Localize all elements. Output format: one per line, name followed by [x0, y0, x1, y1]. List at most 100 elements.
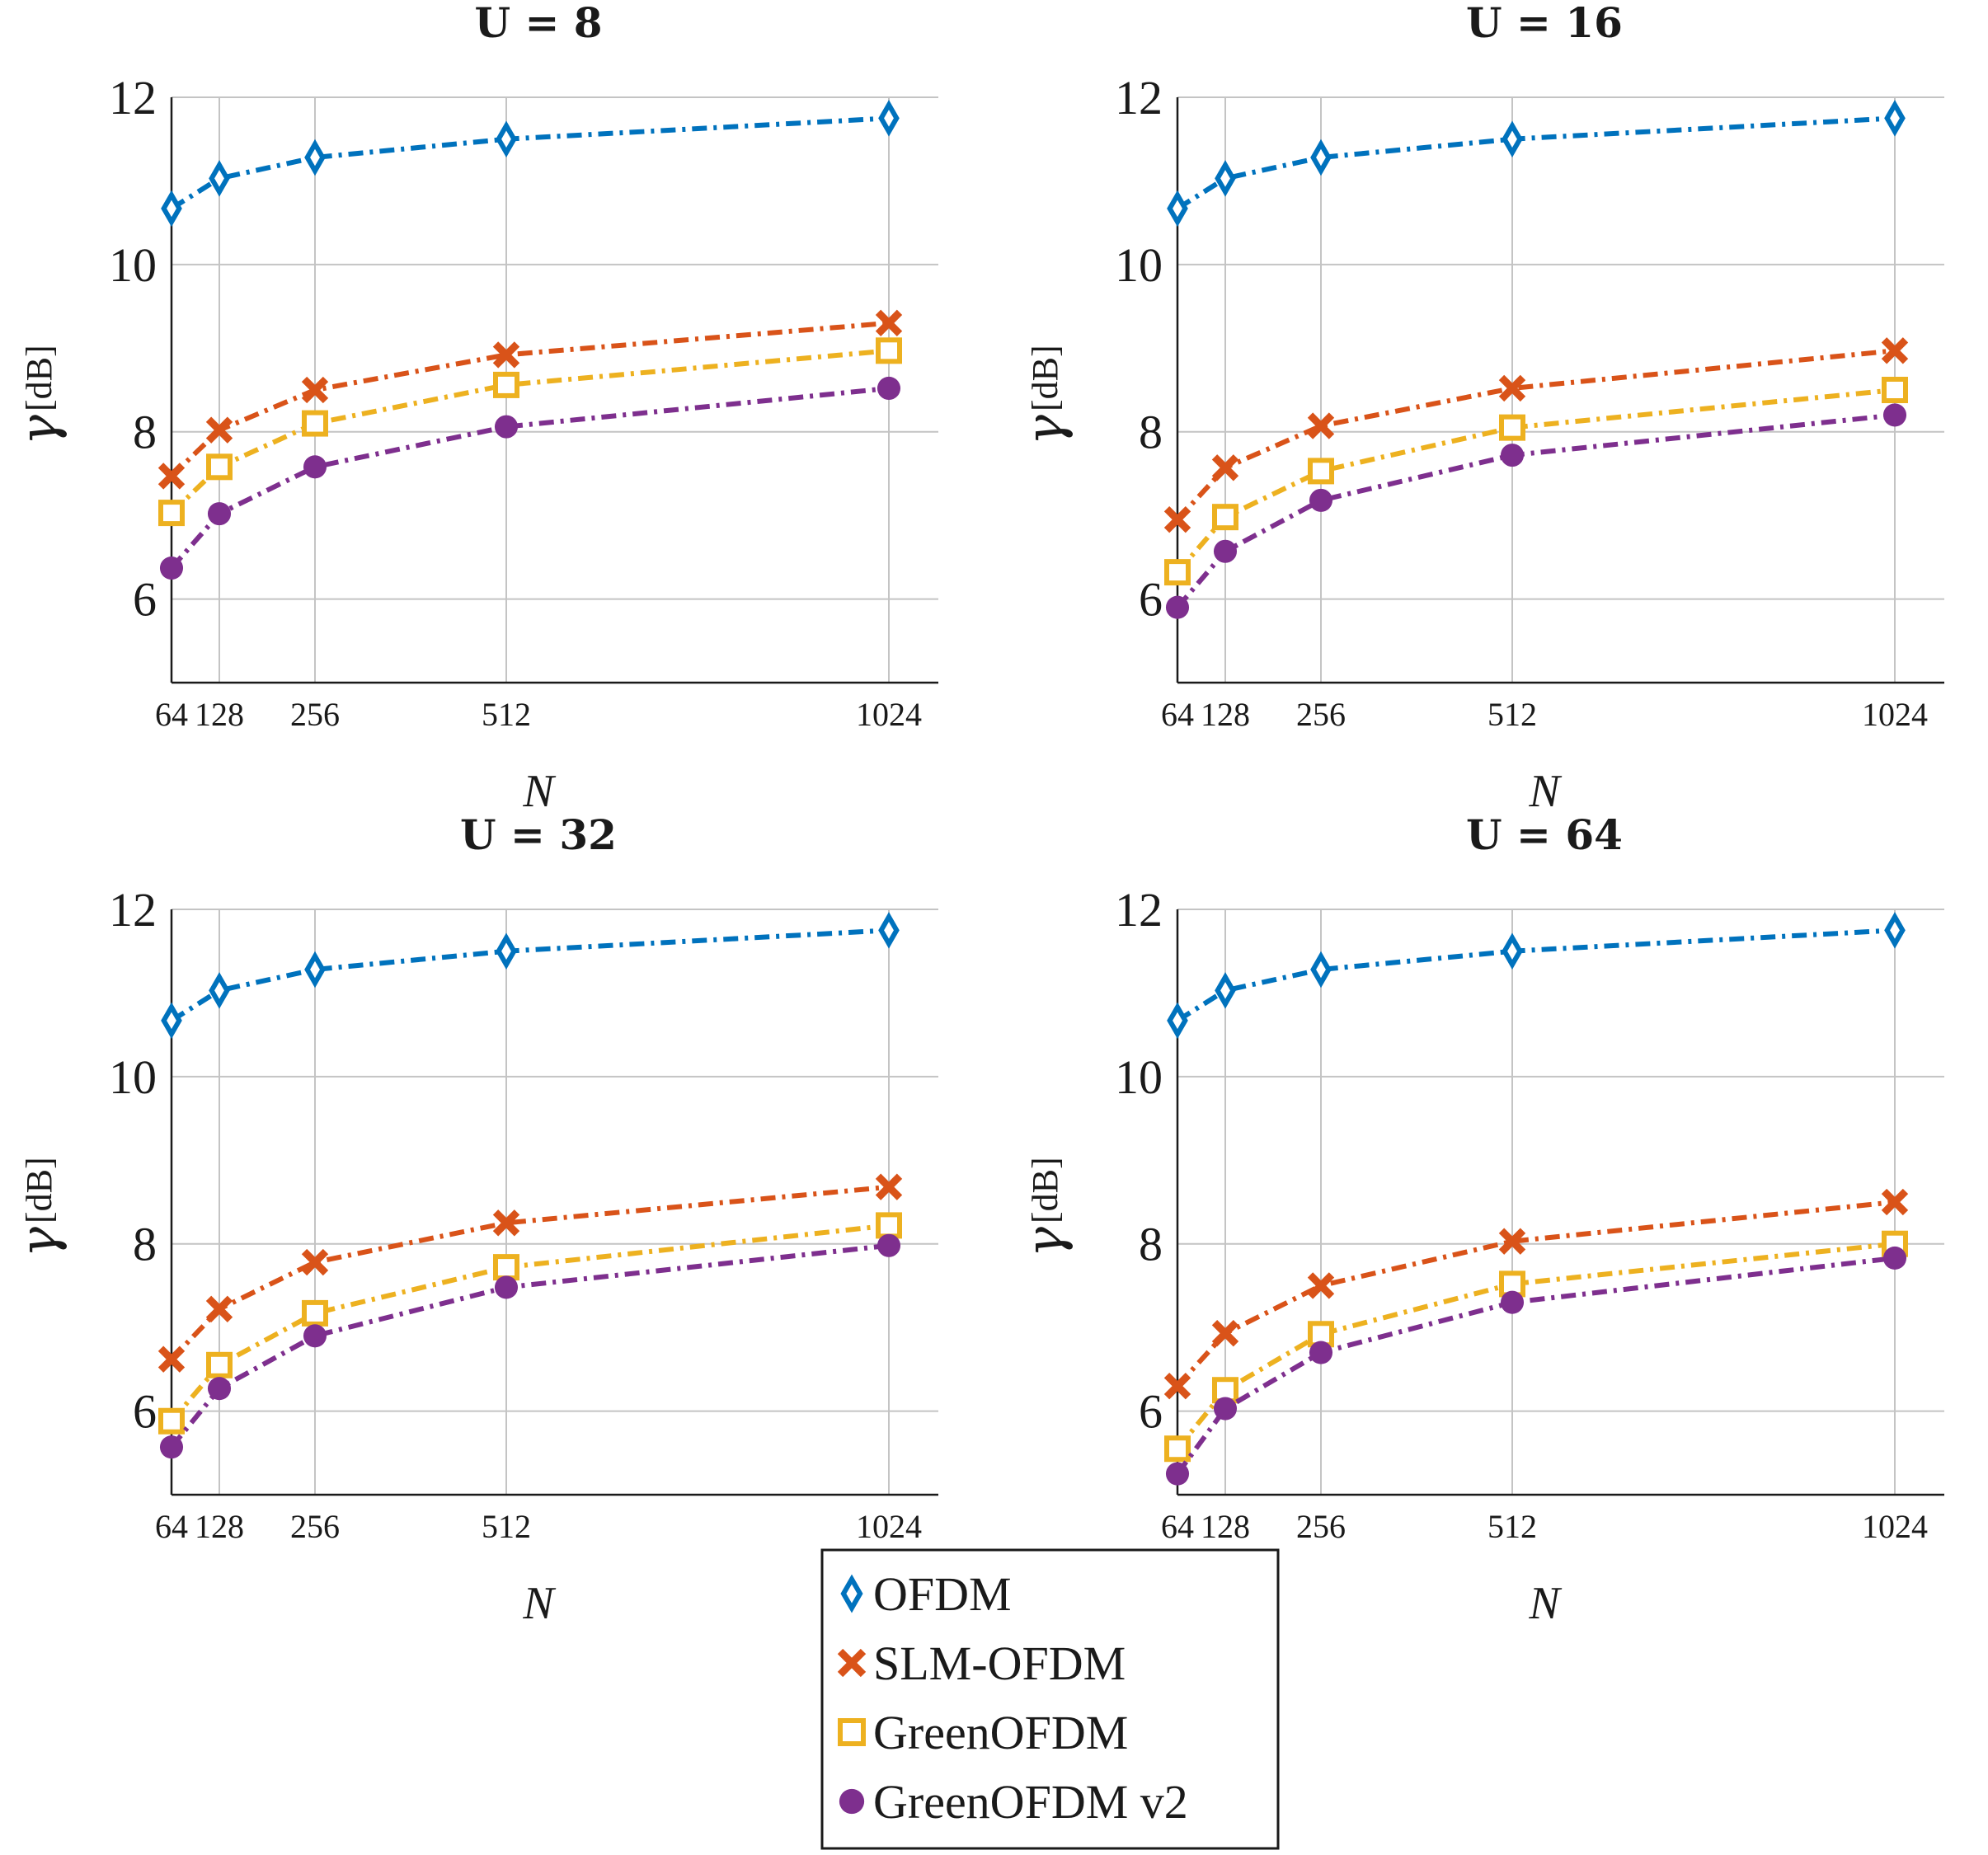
- series-ofdm: [1167, 912, 1906, 1040]
- square-icon: [838, 1718, 866, 1746]
- data-point: [1498, 374, 1526, 402]
- legend-label: SLM-OFDM: [873, 1637, 1126, 1690]
- data-point: [303, 1324, 327, 1348]
- series-line: [170, 928, 890, 1023]
- data-point: [205, 1295, 233, 1323]
- series-line: [1175, 1200, 1896, 1388]
- chart-panel: 6 8 10 12 64 128 256 512 1024 U = 8 Nγ[dB]: [8, 0, 938, 817]
- x-tick-label: 512: [482, 1508, 531, 1545]
- x-tick-label: 1024: [856, 1508, 922, 1545]
- data-point: [1502, 120, 1523, 157]
- legend-box: [820, 1548, 1280, 1850]
- data-point: [1163, 506, 1191, 533]
- x-tick-label: 1024: [1862, 696, 1928, 733]
- data-point: [1165, 595, 1190, 619]
- chart-title: U = 8: [474, 0, 602, 47]
- legend-item: GreenOFDM v2: [839, 1775, 1188, 1829]
- data-point: [1213, 539, 1238, 563]
- x-tick-label: 256: [1296, 1508, 1346, 1545]
- data-point: [161, 190, 182, 228]
- y-axis-label: γ[dB]: [1014, 1157, 1074, 1257]
- data-point: [209, 972, 230, 1009]
- data-point: [1307, 1272, 1335, 1299]
- cross-icon: [837, 1648, 867, 1678]
- y-axis-label-unit: [dB]: [1025, 345, 1065, 411]
- data-point: [161, 1002, 182, 1040]
- diamond-icon: [840, 1574, 863, 1613]
- data-point: [1309, 488, 1333, 512]
- chart-title: U = 16: [1466, 0, 1623, 47]
- x-tick-label: 512: [1487, 1508, 1537, 1545]
- series-greenofdm-v2: [1165, 1246, 1907, 1486]
- legend-label: GreenOFDM: [873, 1706, 1128, 1759]
- data-point: [1215, 160, 1236, 197]
- series-line: [169, 1184, 890, 1361]
- x-tick-label: 256: [290, 696, 340, 733]
- x-tick-label: 128: [1201, 696, 1250, 733]
- legend-label: GreenOFDM v2: [873, 1775, 1188, 1829]
- data-point: [875, 309, 903, 337]
- y-axis-label-symbol: γ: [1014, 1226, 1074, 1257]
- x-tick-label: 512: [482, 696, 531, 733]
- data-point: [1215, 972, 1236, 1009]
- data-point: [493, 1254, 519, 1281]
- x-axis-label: N: [522, 766, 556, 817]
- x-tick-label: 64: [1161, 696, 1194, 733]
- series-line: [170, 115, 890, 211]
- y-axis-label: γ[dB]: [8, 1157, 68, 1257]
- y-tick-label: 12: [1115, 71, 1163, 124]
- x-tick-label: 512: [1487, 696, 1537, 733]
- data-point: [1881, 1188, 1909, 1216]
- data-point: [494, 415, 519, 439]
- series-ofdm: [161, 100, 900, 228]
- data-point: [207, 502, 232, 526]
- x-tick-label: 128: [195, 696, 244, 733]
- legend-item: SLM-OFDM: [837, 1637, 1126, 1690]
- chart-title: U = 64: [1466, 810, 1623, 859]
- series-slm-ofdm: [157, 309, 903, 490]
- data-point: [1884, 100, 1906, 137]
- series-line: [1175, 1255, 1896, 1476]
- x-tick-label: 64: [155, 1508, 188, 1545]
- data-point: [301, 376, 329, 404]
- y-tick-label: 6: [133, 1385, 157, 1439]
- x-axis-label: N: [1528, 766, 1562, 817]
- data-point: [1500, 1290, 1525, 1314]
- series-ofdm: [1167, 100, 1906, 228]
- data-point: [876, 1212, 902, 1239]
- series-greenofdm-v2: [159, 1233, 901, 1459]
- series-line: [1175, 1241, 1896, 1451]
- data-point: [1163, 1372, 1191, 1400]
- data-point: [876, 337, 902, 364]
- series-slm-ofdm: [1163, 337, 1909, 533]
- y-tick-label: 8: [133, 406, 157, 459]
- y-axis-label-symbol: γ: [1014, 414, 1074, 445]
- y-tick-label: 6: [1139, 1385, 1163, 1439]
- x-tick-label: 64: [155, 696, 188, 733]
- series-greenofdm-v2: [1165, 403, 1907, 619]
- series-greenofdm: [158, 337, 902, 527]
- data-point: [159, 556, 184, 580]
- series-greenofdm: [1164, 377, 1908, 586]
- data-point: [1309, 1341, 1333, 1364]
- data-point: [1310, 951, 1332, 989]
- data-point: [1882, 403, 1907, 427]
- y-tick-label: 10: [109, 1050, 157, 1104]
- data-point: [303, 455, 327, 479]
- series-greenofdm: [158, 1212, 902, 1435]
- data-point: [1164, 1435, 1191, 1463]
- data-point: [1307, 412, 1335, 439]
- x-tick-label: 256: [1296, 696, 1346, 733]
- data-point: [1211, 1320, 1239, 1347]
- y-tick-label: 12: [109, 71, 157, 124]
- x-tick-label: 64: [1161, 1508, 1194, 1545]
- data-point: [492, 1209, 520, 1237]
- y-tick-label: 8: [1139, 406, 1163, 459]
- series-line: [1176, 928, 1896, 1023]
- series-slm-ofdm: [1163, 1188, 1909, 1400]
- series-line: [1175, 387, 1896, 575]
- y-tick-label: 8: [1139, 1218, 1163, 1271]
- data-point: [158, 500, 185, 527]
- data-point: [1167, 1002, 1188, 1040]
